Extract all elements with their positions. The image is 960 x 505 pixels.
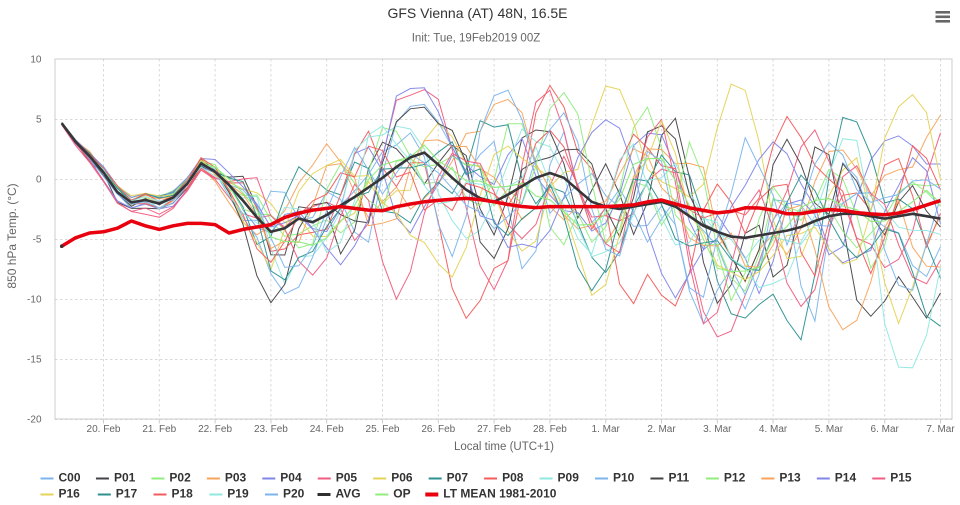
svg-text:22. Feb: 22. Feb <box>198 424 232 435</box>
svg-text:P12: P12 <box>724 471 746 485</box>
svg-text:P04: P04 <box>280 471 302 485</box>
svg-text:-20: -20 <box>27 415 42 426</box>
svg-text:4. Mar: 4. Mar <box>759 424 788 435</box>
svg-text:P07: P07 <box>447 471 469 485</box>
svg-text:Local time (UTC+1): Local time (UTC+1) <box>454 441 554 453</box>
svg-text:P09: P09 <box>558 471 580 485</box>
svg-text:P18: P18 <box>172 487 194 501</box>
svg-text:P15: P15 <box>890 471 912 485</box>
svg-text:P14: P14 <box>835 471 857 485</box>
svg-text:P05: P05 <box>336 471 358 485</box>
svg-text:5. Mar: 5. Mar <box>815 424 844 435</box>
svg-text:OP: OP <box>393 487 410 501</box>
svg-text:P06: P06 <box>391 471 413 485</box>
svg-text:28. Feb: 28. Feb <box>533 424 567 435</box>
svg-text:-5: -5 <box>33 235 42 246</box>
svg-text:P03: P03 <box>225 471 247 485</box>
svg-text:0: 0 <box>36 175 42 186</box>
svg-text:10: 10 <box>30 55 42 66</box>
svg-text:24. Feb: 24. Feb <box>310 424 344 435</box>
svg-text:6. Mar: 6. Mar <box>871 424 900 435</box>
svg-text:P17: P17 <box>116 487 138 501</box>
svg-text:P01: P01 <box>114 471 136 485</box>
svg-text:2. Mar: 2. Mar <box>647 424 676 435</box>
svg-text:26. Feb: 26. Feb <box>421 424 455 435</box>
svg-text:LT MEAN 1981-2010: LT MEAN 1981-2010 <box>443 487 556 501</box>
svg-text:C00: C00 <box>59 471 81 485</box>
svg-text:P02: P02 <box>169 471 191 485</box>
svg-text:27. Feb: 27. Feb <box>477 424 511 435</box>
svg-text:GFS Vienna (AT) 48N, 16.5E: GFS Vienna (AT) 48N, 16.5E <box>387 5 567 21</box>
svg-text:5: 5 <box>36 115 42 126</box>
svg-text:P10: P10 <box>613 471 635 485</box>
svg-text:P19: P19 <box>227 487 249 501</box>
svg-text:21. Feb: 21. Feb <box>142 424 176 435</box>
svg-text:23. Feb: 23. Feb <box>254 424 288 435</box>
svg-text:P11: P11 <box>668 471 689 485</box>
svg-text:850 hPa Temp. (°C): 850 hPa Temp. (°C) <box>5 183 19 288</box>
svg-text:7. Mar: 7. Mar <box>926 424 955 435</box>
svg-text:20. Feb: 20. Feb <box>87 424 121 435</box>
svg-text:-10: -10 <box>27 295 42 306</box>
svg-text:P13: P13 <box>779 471 801 485</box>
svg-text:-15: -15 <box>27 355 42 366</box>
svg-text:3. Mar: 3. Mar <box>703 424 732 435</box>
svg-text:P20: P20 <box>283 487 305 501</box>
svg-text:Init: Tue, 19Feb2019 00Z: Init: Tue, 19Feb2019 00Z <box>412 33 541 45</box>
svg-text:AVG: AVG <box>336 487 361 501</box>
svg-text:25. Feb: 25. Feb <box>366 424 400 435</box>
svg-text:P16: P16 <box>59 487 81 501</box>
svg-text:1. Mar: 1. Mar <box>592 424 621 435</box>
svg-text:P08: P08 <box>502 471 524 485</box>
